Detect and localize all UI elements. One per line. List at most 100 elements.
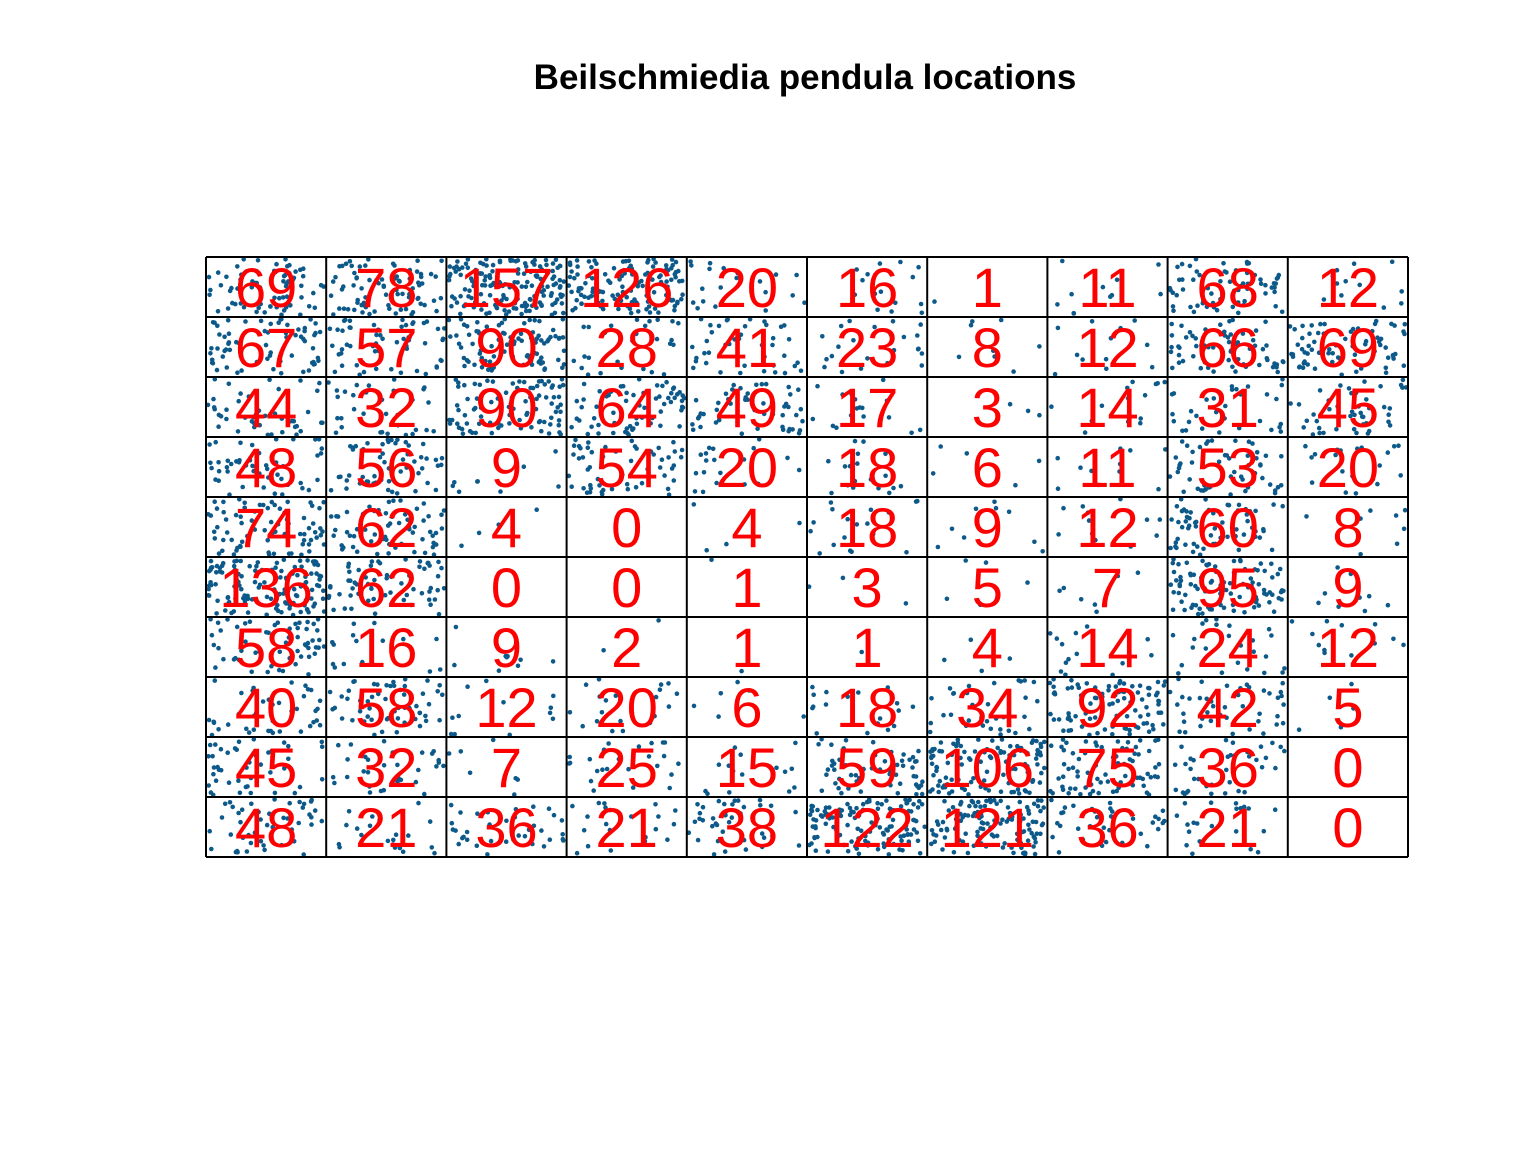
quadrat-count-label: 15 [716,736,778,799]
tree-point [312,601,318,606]
tree-point [628,263,633,269]
tree-point [586,259,592,264]
tree-point [785,455,790,461]
tree-point [452,731,458,737]
tree-point [227,800,233,805]
tree-point [547,837,553,842]
tree-point [1400,377,1406,383]
tree-point [585,431,591,437]
quadrat-count-label: 12 [1317,256,1379,319]
tree-point [479,365,485,370]
tree-point [375,327,381,333]
tree-point [211,720,217,726]
tree-point [1273,765,1278,771]
tree-point [667,785,672,791]
tree-point [1066,656,1071,662]
tree-point [1189,460,1195,465]
tree-point [829,742,834,747]
tree-point [1179,662,1185,668]
tree-point [212,376,218,382]
tree-point [545,339,550,344]
tree-point [698,452,704,458]
tree-point [742,324,748,329]
tree-point [319,777,325,782]
tree-point [223,517,229,522]
tree-point [574,297,579,303]
tree-point [663,263,669,268]
tree-point [1183,592,1188,598]
tree-point [1035,698,1040,704]
tree-point [527,356,533,362]
tree-point [676,761,681,766]
tree-point [1183,519,1189,524]
tree-point [1078,597,1084,602]
tree-point [504,342,510,348]
tree-point [1399,289,1404,294]
tree-point [471,304,477,310]
tree-point [1363,338,1369,344]
tree-point [528,297,533,302]
quadrat-count-label: 2 [611,616,642,679]
tree-point [320,596,326,601]
quadrat-count-label: 16 [836,256,898,319]
tree-point [797,520,802,526]
tree-point [468,276,474,281]
quadrat-count-label: 57 [355,316,417,379]
tree-point [387,306,392,312]
tree-point [461,834,466,840]
tree-point [600,289,606,295]
tree-point [342,606,348,611]
tree-point [1318,321,1323,327]
tree-point [328,585,333,590]
tree-point [1188,408,1194,414]
tree-point [1269,427,1274,433]
tree-point [228,461,234,467]
tree-point [1279,454,1284,459]
tree-point [511,406,516,412]
tree-point [209,465,214,471]
tree-point [453,624,459,630]
tree-point [968,322,974,328]
tree-point [626,258,632,264]
tree-point [328,488,334,493]
tree-point [1306,343,1311,349]
tree-point [422,791,427,797]
tree-point [276,320,282,326]
tree-point [764,322,769,328]
tree-point [516,336,521,341]
tree-point [1145,771,1150,777]
tree-point [503,312,509,317]
tree-point [1321,297,1327,302]
tree-point [376,348,381,354]
tree-point [381,284,387,290]
tree-point [665,486,671,492]
tree-point [1055,325,1061,331]
quadrat-count-label: 75 [1076,736,1138,799]
tree-point [318,451,324,456]
tree-point [611,430,616,436]
tree-point [786,404,791,410]
tree-point [208,582,214,588]
tree-point [670,319,675,324]
tree-point [515,296,520,302]
tree-point [1059,641,1065,647]
tree-point [561,348,567,354]
tree-point [227,288,233,294]
tree-point [1228,332,1234,337]
quadrat-count-label: 0 [1332,796,1363,859]
tree-point [571,452,576,457]
tree-point [1182,607,1187,613]
tree-point [340,328,345,334]
tree-point [400,317,405,323]
tree-point [265,356,270,362]
tree-point [1272,490,1278,496]
tree-point [439,358,444,364]
tree-point [1055,486,1061,492]
tree-point [454,300,460,305]
tree-point [449,820,455,826]
tree-point [661,753,667,759]
tree-point [589,265,594,270]
tree-point [1275,571,1281,577]
tree-point [311,290,316,296]
tree-point [773,272,779,277]
